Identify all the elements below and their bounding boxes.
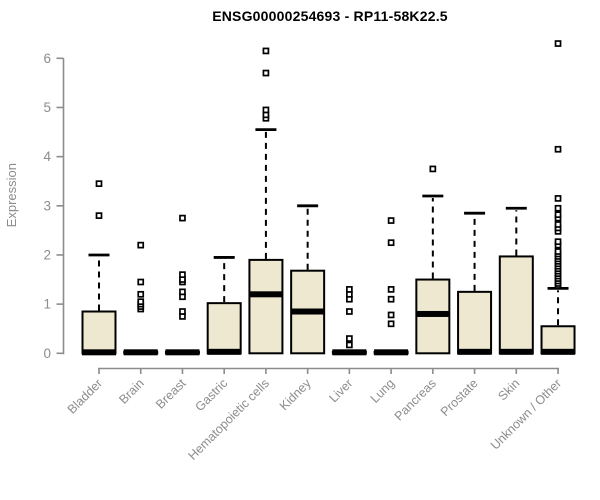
boxplot-unknown-other [540, 40, 576, 355]
y-axis: 0 1 2 3 4 5 6 [43, 51, 65, 361]
outlier-point [387, 320, 395, 328]
outlier-point [137, 278, 145, 286]
outlier-point [137, 241, 145, 249]
outlier-point [346, 286, 353, 293]
outlier-point [262, 47, 270, 55]
boxplot-pancreas [415, 165, 451, 355]
outlier-point [554, 211, 562, 218]
box [206, 302, 242, 355]
outlier-point [554, 248, 562, 255]
outlier-point [554, 238, 562, 246]
outlier-point [346, 341, 353, 349]
x-tick-label: Hematopoietic cells [185, 376, 272, 463]
x-tick-label: Bladder [65, 376, 105, 416]
boxplot-skin [498, 206, 534, 355]
boxplot-kidney [290, 204, 326, 355]
median-line [82, 349, 116, 356]
outlier-point [179, 288, 186, 296]
outlier-point [137, 298, 145, 306]
outlier-point [179, 308, 186, 315]
box [540, 325, 576, 355]
outlier-point [554, 40, 562, 47]
y-tick-label: 3 [43, 198, 51, 213]
median-line [123, 349, 158, 356]
boxplot-lung [373, 217, 409, 356]
outlier-point [554, 195, 562, 202]
median-line [207, 348, 242, 355]
x-tick-label: Skin [495, 376, 522, 403]
outlier-point [179, 214, 186, 222]
x-tick-label: Kidney [277, 376, 314, 413]
boxplot-bladder [81, 180, 117, 356]
median-line [248, 291, 283, 298]
outlier-point [262, 69, 270, 77]
x-tick-label: Unknown / Other [488, 376, 564, 452]
box [248, 258, 284, 355]
median-line [165, 349, 200, 356]
outlier-point [387, 286, 395, 293]
x-tick-label: Prostate [438, 376, 481, 419]
box [457, 290, 493, 355]
x-tick-label: Breast [153, 376, 189, 412]
boxplot-prostate [457, 211, 493, 355]
median-line [332, 349, 367, 356]
outlier-point [179, 271, 186, 278]
y-tick-label: 1 [43, 297, 51, 312]
outlier-point [387, 217, 395, 224]
chart-title: ENSG00000254693 - RP11-58K22.5 [212, 8, 448, 24]
x-tick-label: Pancreas [392, 376, 439, 423]
boxplot-gastric [206, 256, 242, 355]
y-tick-label: 4 [43, 149, 51, 164]
box [81, 310, 117, 355]
boxplot-liver [331, 286, 367, 356]
boxplot-breast [164, 214, 200, 356]
median-line [290, 308, 325, 315]
median-line [457, 348, 492, 355]
outlier-point [346, 335, 353, 342]
median-line [374, 349, 409, 356]
outlier-point [429, 165, 437, 173]
y-tick-label: 6 [43, 51, 51, 66]
outlier-point [95, 212, 103, 219]
median-line [415, 310, 450, 317]
outlier-point [95, 180, 103, 188]
box [498, 255, 534, 355]
x-tick-label: Liver [326, 376, 355, 405]
outlier-point [387, 311, 395, 319]
outlier-point [554, 145, 562, 153]
median-line [499, 348, 534, 355]
boxplot-brain [123, 241, 159, 356]
outlier-point [554, 221, 562, 228]
y-tick-label: 5 [43, 100, 51, 115]
outlier-point [346, 308, 353, 315]
x-tick-label: Gastric [192, 376, 230, 414]
y-tick-label: 2 [43, 247, 51, 262]
outlier-point [387, 295, 395, 303]
outlier-point [387, 239, 395, 247]
outlier-point [554, 204, 562, 212]
outlier-point [137, 290, 145, 298]
y-tick-label: 0 [43, 346, 51, 361]
x-tick-label: Lung [368, 376, 398, 406]
x-tick-label: Brain [116, 376, 147, 407]
outlier-point [262, 106, 270, 114]
boxplot-hematopoietic-cells [248, 47, 284, 355]
median-line [541, 348, 576, 355]
